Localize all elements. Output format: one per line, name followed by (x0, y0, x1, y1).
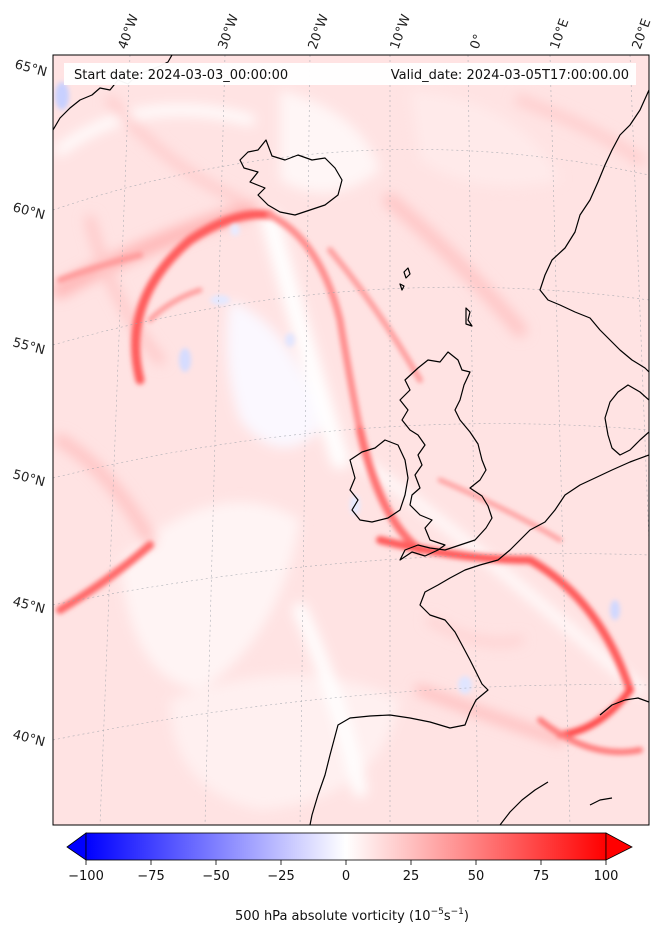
colorbar-tick-label: −25 (267, 869, 294, 884)
colorbar-tick-label: 0 (342, 869, 350, 884)
colorbar-label-mid: s (444, 909, 451, 924)
parallel-50n (53, 423, 649, 479)
lon-label-20e: 20°E (630, 17, 655, 52)
lat-label-40n: 40°N (11, 727, 47, 750)
lon-label-10e: 10°E (548, 17, 573, 52)
lon-label-40w: 40°W (116, 12, 142, 51)
parallel-60n (53, 149, 649, 211)
iberia-east-coast (499, 781, 549, 825)
colorbar-label-exp2: −1 (451, 907, 464, 917)
coastlines (53, 55, 649, 825)
colorbar-tick-label: −100 (68, 869, 104, 884)
parallel-45n (53, 553, 649, 606)
denmark-coast (604, 384, 649, 456)
lat-label-55n: 55°N (11, 335, 47, 358)
colorbar-extend-high (605, 832, 633, 861)
meridian-0 (467, 55, 479, 825)
ireland-coast (349, 439, 409, 523)
lat-label-50n: 50°N (11, 467, 47, 490)
colorbar-tick-label: −75 (137, 869, 164, 884)
graticule (53, 55, 649, 825)
scandinavia-coast (539, 89, 649, 373)
colorbar-label-exp1: −5 (431, 907, 444, 917)
colorbar-tick-label: −50 (202, 869, 229, 884)
parallel-40n (53, 684, 649, 741)
mediterranean-coast (599, 697, 649, 716)
lon-label-30w: 30°W (216, 12, 242, 51)
colorbar-extend-low (66, 832, 87, 861)
start-date-label: Start date: 2024-03-03_00:00:00 (74, 68, 288, 83)
negative-vorticity-spots (55, 82, 620, 694)
shetland-islands (465, 307, 473, 327)
lon-label-20w: 20°W (306, 12, 332, 51)
parallel-55n (53, 286, 649, 346)
continental-coast (309, 454, 649, 825)
meridian-20w (299, 55, 311, 825)
colorbar-tick-label: 50 (468, 869, 485, 884)
scotland-england-coast (399, 351, 493, 561)
baltic-coast (589, 797, 613, 806)
meridian-20e (629, 55, 649, 551)
longitude-labels: 40°W 30°W 20°W 10°W 0° 10°E 20°E (116, 12, 655, 51)
map-frame (52, 54, 650, 826)
colorbar-label-prefix: 500 hPa absolute vorticity (10 (235, 909, 431, 924)
lat-label-60n: 60°N (11, 200, 47, 223)
lon-label-10w: 10°W (388, 12, 414, 51)
date-header: Start date: 2024-03-03_00:00:00 Valid_da… (64, 63, 636, 85)
colorbar-ticks: −100 −75 −50 −25 0 25 50 75 100 (68, 860, 618, 884)
lat-label-65n: 65°N (13, 57, 49, 80)
meridian-10e (549, 55, 571, 825)
latitude-labels: 65°N 60°N 55°N 50°N 45°N 40°N (11, 57, 49, 750)
lon-label-0: 0° (468, 32, 487, 51)
colorbar: −100 −75 −50 −25 0 25 50 75 100 500 hPa absolute… (66, 832, 633, 924)
date-header-background (64, 63, 636, 85)
faroe-islands (399, 267, 411, 291)
colorbar-tick-label: 75 (533, 869, 550, 884)
colorbar-tick-label: 100 (594, 869, 619, 884)
colorbar-tick-label: 25 (403, 869, 420, 884)
valid-date-label: Valid_date: 2024-03-05T17:00:00.00 (391, 68, 629, 83)
colorbar-label: 500 hPa absolute vorticity (10−5s−1) (235, 907, 469, 924)
meridian-40w (99, 55, 131, 825)
map-panel[interactable] (53, 55, 659, 825)
colorbar-label-suffix: ) (464, 909, 469, 924)
colorbar-gradient (85, 832, 607, 861)
vorticity-maxima (56, 209, 643, 755)
meridian-30w (204, 55, 226, 825)
lat-label-45n: 45°N (11, 594, 47, 617)
iceland-coast (239, 139, 343, 216)
